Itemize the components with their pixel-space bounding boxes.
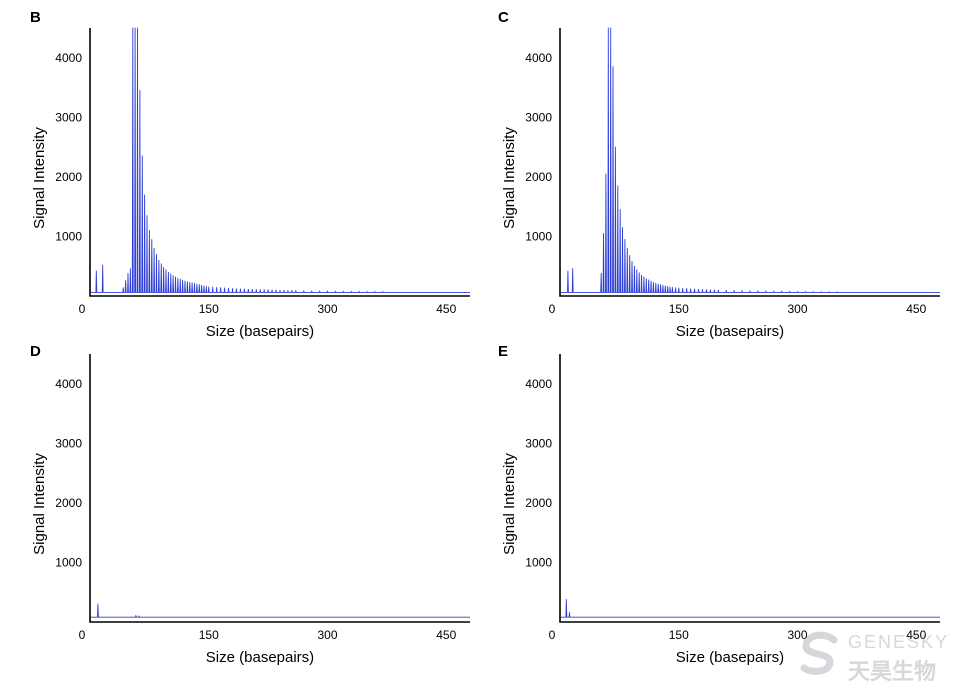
y-tick-label: 2000 (55, 170, 82, 184)
x-axis-label-b: Size (basepairs) (206, 323, 314, 340)
x-tick-label: 150 (669, 628, 689, 642)
x-tick-label: 0 (549, 302, 556, 316)
x-tick-label: 300 (787, 302, 807, 316)
x-tick-label: 450 (906, 302, 926, 316)
watermark-text-en: GENESKY (848, 632, 950, 652)
x-tick-label: 300 (317, 302, 337, 316)
y-tick-label: 1000 (55, 229, 82, 243)
signal-trace-b (90, 27, 470, 293)
watermark-logo: GENESKY 天昊生物 (796, 630, 966, 685)
y-axis-label-b: Signal Intensity (31, 127, 48, 229)
axes-d (89, 354, 470, 623)
y-tick-label: 2000 (55, 496, 82, 510)
watermark-text-cn: 天昊生物 (848, 660, 937, 685)
signal-trace-e (560, 598, 940, 618)
x-tick-label: 450 (436, 302, 456, 316)
x-tick-label: 300 (317, 628, 337, 642)
axes-b (89, 28, 470, 297)
watermark-s-icon (800, 631, 838, 675)
x-axis-label-e: Size (basepairs) (676, 649, 784, 666)
x-axis-label-d: Size (basepairs) (206, 649, 314, 666)
x-axis-label-c: Size (basepairs) (676, 323, 784, 340)
y-tick-label: 1000 (55, 555, 82, 569)
y-tick-label: 1000 (525, 229, 552, 243)
y-tick-label: 3000 (55, 436, 82, 450)
y-tick-label: 3000 (525, 436, 552, 450)
panel-letter-d: D (30, 343, 41, 360)
signal-trace-d (90, 603, 470, 618)
y-tick-label: 3000 (55, 110, 82, 124)
x-tick-label: 0 (79, 302, 86, 316)
panel-letter-c: C (498, 9, 509, 26)
panel-letter-b: B (30, 9, 41, 26)
x-tick-label: 150 (199, 628, 219, 642)
x-tick-label: 450 (906, 628, 926, 642)
y-tick-label: 2000 (525, 496, 552, 510)
y-tick-label: 1000 (525, 555, 552, 569)
y-axis-label-c: Signal Intensity (501, 127, 518, 229)
panel-d: D 1000 2000 3000 4000 0 150 300 450 Size (basepai… (30, 343, 470, 666)
y-tick-label: 4000 (525, 51, 552, 65)
y-tick-label: 3000 (525, 110, 552, 124)
panel-e: E 1000 2000 3000 4000 0 150 300 450 Size (basepai… (498, 343, 940, 666)
y-tick-label: 4000 (525, 377, 552, 391)
y-tick-label: 4000 (55, 51, 82, 65)
y-axis-label-e: Signal Intensity (501, 453, 518, 555)
y-tick-label: 2000 (525, 170, 552, 184)
panel-c: C 1000 2000 3000 4000 0 150 300 450 Size (basepai… (498, 9, 940, 340)
panel-letter-e: E (498, 343, 508, 360)
y-axis-label-d: Signal Intensity (31, 453, 48, 555)
panel-b: B 1000 2000 3000 4000 0 150 300 450 Size (basepai… (30, 9, 470, 340)
axes-c (559, 28, 940, 297)
axes-e (559, 354, 940, 623)
x-tick-label: 150 (669, 302, 689, 316)
signal-trace-c (560, 27, 940, 293)
x-tick-label: 450 (436, 628, 456, 642)
x-tick-label: 0 (549, 628, 556, 642)
x-tick-label: 300 (787, 628, 807, 642)
y-tick-label: 4000 (55, 377, 82, 391)
x-tick-label: 150 (199, 302, 219, 316)
x-tick-label: 0 (79, 628, 86, 642)
